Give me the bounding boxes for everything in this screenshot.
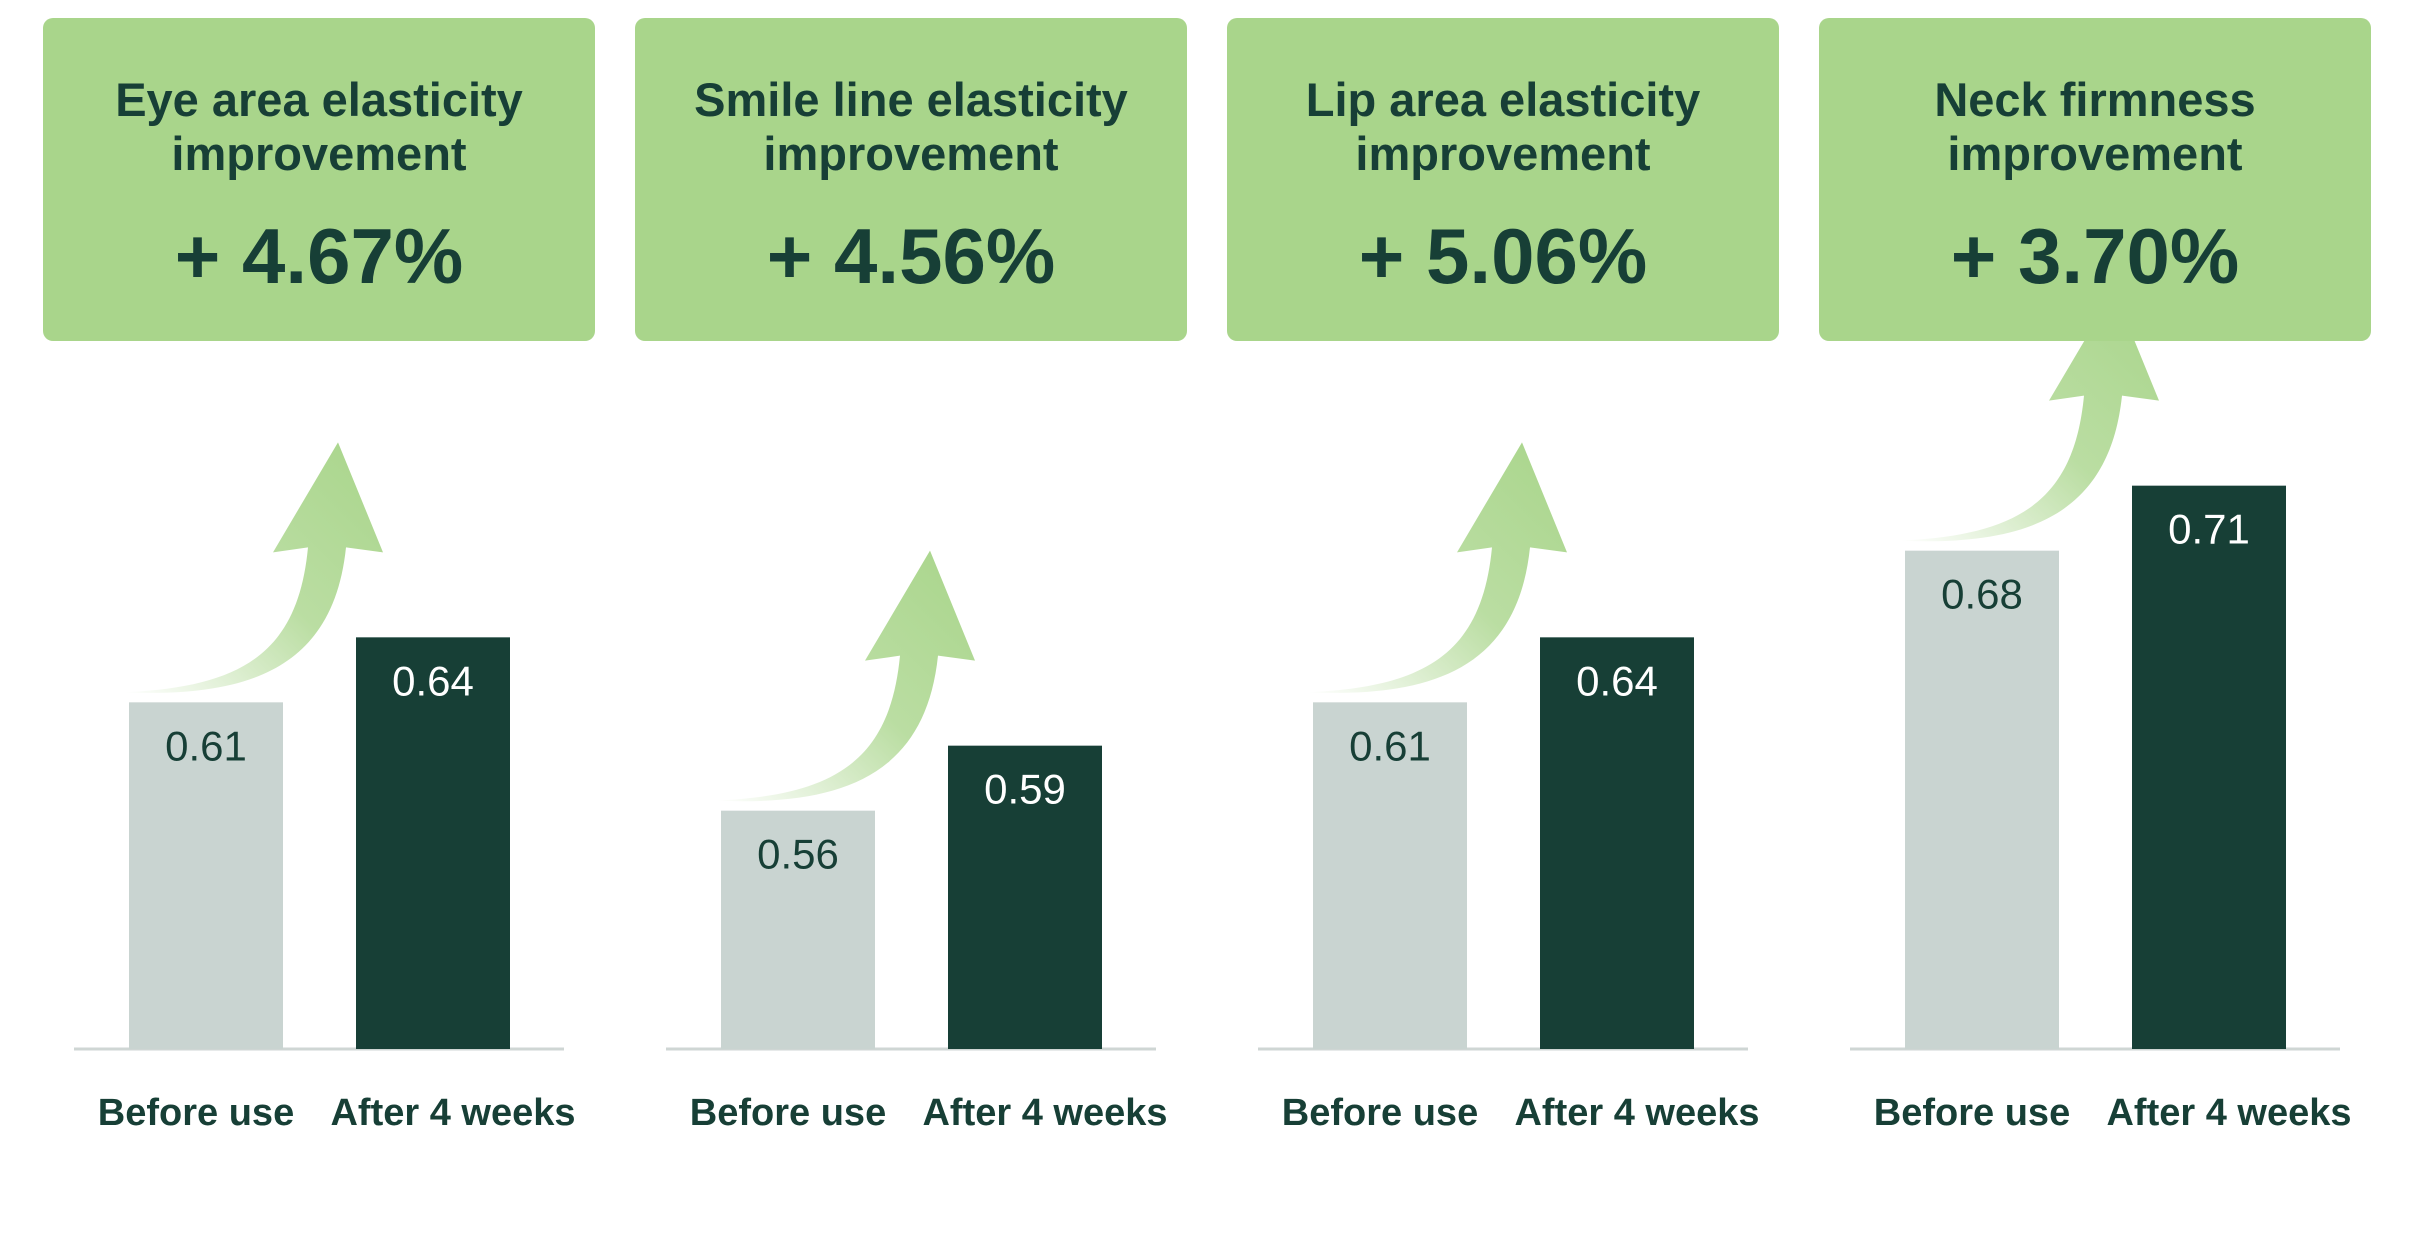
bar <box>1540 637 1694 1049</box>
category-label: After 4 weeks <box>922 1092 1167 1134</box>
category-label: After 4 weeks <box>1514 1092 1759 1134</box>
bar <box>2132 485 2286 1050</box>
bar <box>1313 702 1467 1049</box>
headline-value: + 4.56% <box>766 212 1056 300</box>
category-label: Before use <box>98 1092 294 1134</box>
bar <box>1905 550 2059 1049</box>
value-label: 0.68 <box>1941 571 2023 618</box>
header-box: Neck firmness improvement + 3.70% <box>1819 18 2371 341</box>
headline-value: + 4.67% <box>174 212 464 300</box>
bar <box>356 637 510 1049</box>
value-label: 0.61 <box>165 722 247 769</box>
panel-title: Lip area elasticity improvement <box>1305 73 1701 180</box>
panel-title: Smile line elasticity improvement <box>694 73 1128 180</box>
bar <box>721 810 875 1049</box>
headline-value: + 3.70% <box>1950 212 2240 300</box>
value-label: 0.59 <box>984 766 1066 813</box>
trend-arrow <box>1307 442 1567 693</box>
header-box: Eye area elasticity improvement + 4.67% <box>43 18 595 341</box>
value-label: 0.64 <box>392 657 474 704</box>
category-label: After 4 weeks <box>2106 1092 2351 1134</box>
header-box: Smile line elasticity improvement + 4.56% <box>635 18 1187 341</box>
value-label: 0.64 <box>1576 657 1658 704</box>
value-label: 0.71 <box>2168 506 2250 553</box>
trend-arrow <box>1899 290 2159 542</box>
trend-arrow <box>123 442 383 693</box>
category-label: Before use <box>1282 1092 1478 1134</box>
panel-title: Neck firmness improvement <box>1934 73 2256 180</box>
category-label: Before use <box>690 1092 886 1134</box>
header-box: Lip area elasticity improvement + 5.06% <box>1227 18 1779 341</box>
category-label: After 4 weeks <box>330 1092 575 1134</box>
headline-value: + 5.06% <box>1358 212 1648 300</box>
value-label: 0.61 <box>1349 722 1431 769</box>
bar <box>948 745 1102 1049</box>
value-label: 0.56 <box>757 831 839 878</box>
trend-arrow <box>715 550 975 802</box>
category-label: Before use <box>1874 1092 2070 1134</box>
bar <box>129 702 283 1049</box>
panel-title: Eye area elasticity improvement <box>115 73 523 180</box>
